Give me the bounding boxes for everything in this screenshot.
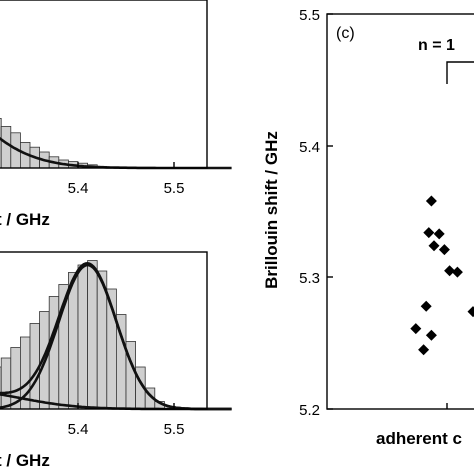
x-tick-label-bottom-1: 5.4 bbox=[68, 421, 89, 438]
scatter-point-7 bbox=[420, 300, 432, 312]
scatter-point-0 bbox=[425, 195, 437, 207]
scatter-point-4 bbox=[438, 244, 450, 256]
plot-frame-top bbox=[0, 0, 208, 169]
scatter-point-8 bbox=[410, 323, 422, 335]
histogram-panel-top: 5.4 5.5 t / GHz bbox=[0, 0, 232, 229]
fit-curve-sum bbox=[0, 261, 232, 411]
sample-count-annotation: n = 1 bbox=[418, 37, 455, 54]
scatter-points bbox=[410, 195, 474, 356]
y-tick-label-5.4: 5.4 bbox=[299, 139, 320, 156]
histogram-panel-bottom: 5.4 5.5 t / GHz bbox=[0, 251, 232, 470]
x-axis-label-top: t / GHz bbox=[0, 210, 50, 229]
bottom-hist-bar-12 bbox=[0, 357, 12, 410]
scatter-point-10 bbox=[418, 344, 430, 356]
bottom-hist-bar-20 bbox=[77, 264, 88, 410]
scatter-point-6 bbox=[451, 266, 463, 278]
scatter-point-9 bbox=[425, 329, 437, 341]
y-axis-label: Brillouin shift / GHz bbox=[262, 131, 281, 289]
scatter-point-11 bbox=[467, 306, 474, 318]
panel-label: (c) bbox=[336, 25, 355, 42]
y-tick-label-5.3: 5.3 bbox=[299, 270, 320, 287]
x-tick-label-top-1: 5.4 bbox=[68, 180, 89, 197]
x-tick-label-bottom-2: 5.5 bbox=[164, 421, 185, 438]
scatter-point-5 bbox=[444, 265, 456, 277]
x-axis-label-scatter: adherent c bbox=[376, 429, 462, 448]
x-axis-label-bottom: t / GHz bbox=[0, 451, 50, 470]
scatter-panel: 5.5 5.4 5.3 5.2 Brillouin shift / GHz ad… bbox=[262, 7, 474, 448]
histogram-bars-top bbox=[0, 118, 108, 169]
x-tick-label-top-2: 5.5 bbox=[164, 180, 185, 197]
scatter-point-3 bbox=[433, 228, 445, 240]
plot-frame-bottom bbox=[0, 251, 208, 410]
scatter-point-2 bbox=[428, 240, 440, 252]
plot-frame-scatter bbox=[326, 13, 474, 410]
bottom-hist-bar-17 bbox=[48, 296, 60, 410]
fit-curve-top bbox=[0, 136, 232, 170]
y-tick-label-5.5: 5.5 bbox=[299, 7, 320, 24]
top-hist-bar-12 bbox=[0, 126, 12, 169]
y-tick-label-5.2: 5.2 bbox=[299, 402, 320, 419]
significance-bracket bbox=[446, 61, 474, 84]
scatter-point-1 bbox=[423, 227, 435, 239]
bottom-hist-bar-21 bbox=[87, 260, 98, 410]
